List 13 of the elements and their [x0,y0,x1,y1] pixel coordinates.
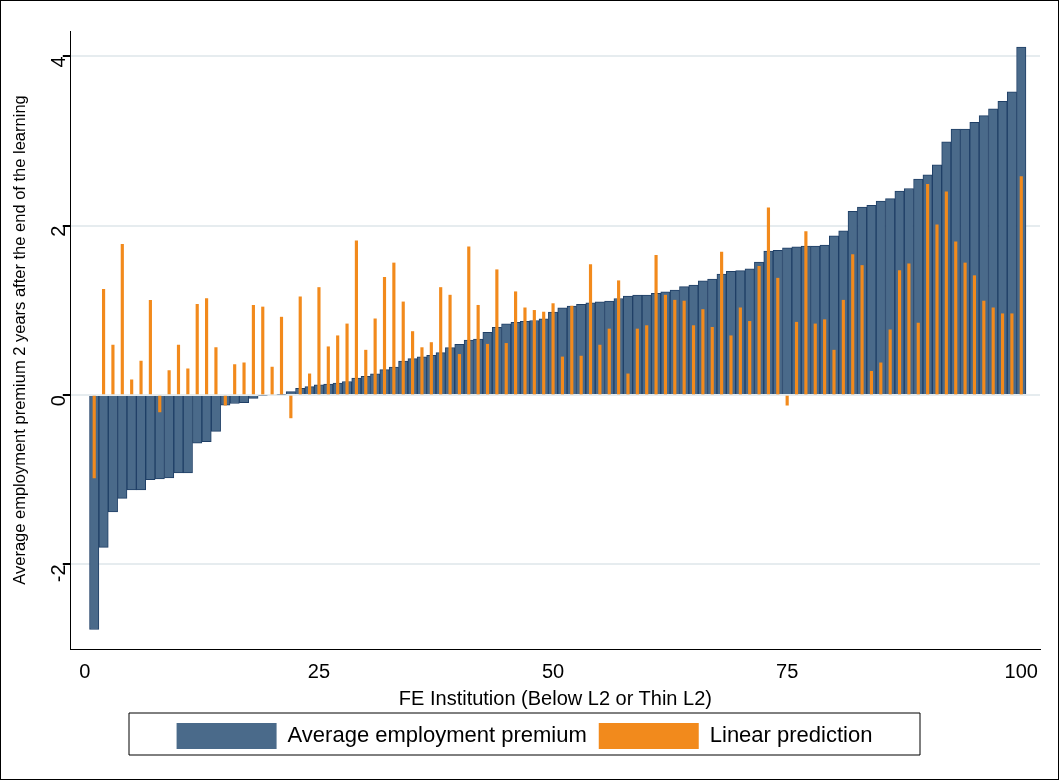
legend-label: Average employment premium [287,722,587,748]
legend-label: Linear prediction [709,722,873,748]
y-tick-label: -2 [47,564,70,583]
x-tick-label: 50 [541,659,565,682]
x-tick-label: 100 [1004,659,1038,682]
y-axis-title: Average employment premium 2 years after the end of the learning [10,95,29,585]
y-tick-label: 4 [47,56,70,68]
x-axis-title: FE Institution (Below L2 or Thin L2) [398,686,712,709]
x-tick-label: 75 [776,659,799,682]
y-tick-label: 2 [47,225,70,237]
y-tick-label: 0 [47,395,70,407]
x-tick-label: 25 [307,659,331,682]
x-tick-label: 0 [79,659,91,682]
